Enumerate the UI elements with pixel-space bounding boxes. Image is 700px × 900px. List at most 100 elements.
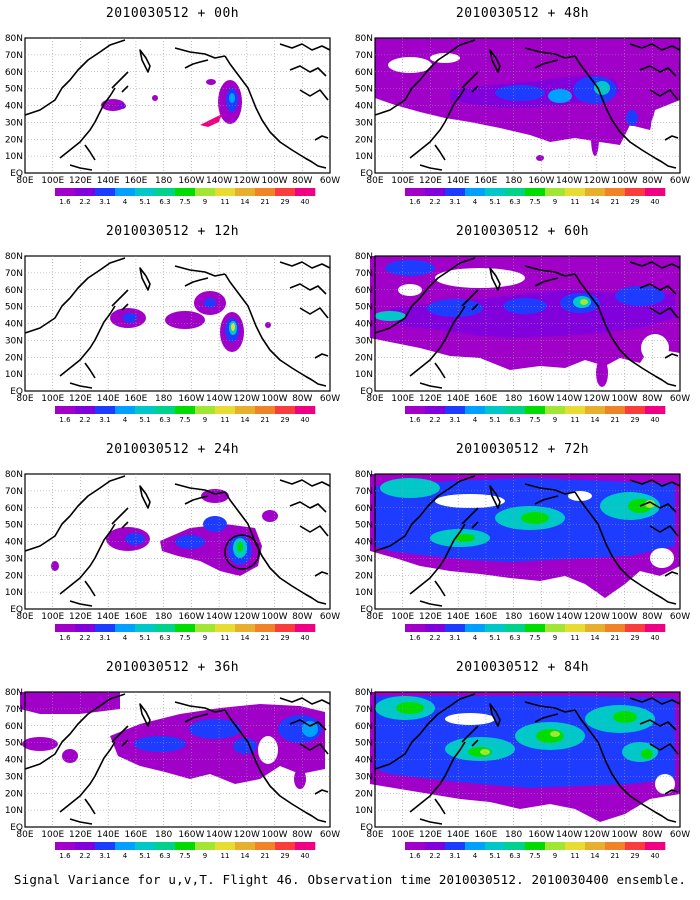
colorbar-swatch [485,188,506,196]
colorbar-label: 11 [221,852,230,860]
shading [51,489,278,576]
latitude-label: EQ [360,605,373,615]
longitude-label: 80W [642,830,662,840]
colorbar-label: 6.3 [509,852,520,860]
colorbar-label: 9 [203,852,207,860]
colorbar-label: 5.1 [489,416,500,424]
shading [370,256,680,387]
latitude-label: 40N [5,320,23,330]
longitude-label: 160E [474,176,497,186]
longitude-label: 80E [16,394,33,404]
latitude-label: 30N [5,554,23,564]
colorbar-label: 14 [591,198,600,206]
colorbar-swatch [55,188,76,196]
colorbar-swatch [645,842,666,850]
colorbar-swatch [75,188,96,196]
latitude-label: 50N [355,85,373,95]
latitude-label: 70N [5,51,23,61]
colorbar-swatch [545,406,566,414]
longitude-label: 60W [320,612,340,622]
latitude-label: 80N [355,470,373,480]
colorbar-swatch [565,842,586,850]
latitude-label: EQ [10,387,23,397]
longitude-label: 100W [262,830,288,840]
colorbar-swatch [115,188,136,196]
longitude-label: 120W [234,830,260,840]
colorbar-swatch [275,406,296,414]
longitude-label: 80E [366,830,383,840]
latitude-label: 20N [355,135,373,145]
colorbar-label: 7.5 [179,416,190,424]
gridlines [25,38,330,173]
colorbar-label: 2.2 [429,198,440,206]
longitude-label: 100E [41,176,64,186]
latitude-label: 30N [5,118,23,128]
colorbar-swatch [605,842,626,850]
colorbar-swatch [195,188,216,196]
longitude-label: 180 [505,612,522,622]
map-panel: 2010030512 + 72h 80N 70N 60N 50N 40N 30N 20N 10… [350,436,695,651]
colorbar-swatch [485,842,506,850]
colorbar-label: 11 [221,416,230,424]
longitude-label: 140W [556,830,582,840]
colorbar-label: 40 [301,634,310,642]
longitude-label: 140W [556,612,582,622]
latitude-label: 80N [355,34,373,44]
colorbar-label: 21 [611,852,620,860]
latitude-label: EQ [10,605,23,615]
colorbar-label: 3.1 [449,416,460,424]
colorbar-label: 1.6 [59,634,71,642]
colorbar-label: 2.2 [79,634,90,642]
colorbar-swatch [215,624,236,632]
latitude-label: 20N [355,789,373,799]
colorbar-swatch [115,406,136,414]
colorbar-label: 6.3 [159,634,170,642]
shading [375,38,680,161]
colorbar-label: 14 [241,198,250,206]
latitude-label: 20N [355,571,373,581]
colorbar-swatch [545,624,566,632]
longitude-label: 120W [234,612,260,622]
latitude-label: 30N [5,772,23,782]
colorbar-swatch [625,624,646,632]
latitude-label: 10N [355,370,373,380]
colorbar-swatch [255,406,276,414]
colorbar-swatch [465,188,486,196]
latitude-label: 60N [5,286,23,296]
colorbar-label: 2.2 [429,416,440,424]
colorbar-swatch [175,188,196,196]
longitude-label: 120E [419,394,442,404]
longitude-label: 100E [41,612,64,622]
colorbar-swatch [175,624,196,632]
colorbar-swatch [405,624,426,632]
latitude-label: 40N [5,756,23,766]
longitude-label: 120E [69,176,92,186]
latitude-label: 20N [5,135,23,145]
colorbar-swatch [155,624,176,632]
latitude-label: 70N [355,51,373,61]
longitude-label: 160W [528,830,554,840]
longitude-label: 180 [155,176,172,186]
colorbar: 1.6 2.2 3.1 4 5.1 6.3 7.5 9 11 14 21 29 40 [405,406,666,424]
colorbar: 1.6 2.2 3.1 4 5.1 6.3 7.5 9 11 14 21 29 40 [55,842,316,860]
longitude-label: 140W [206,394,232,404]
coastline [24,475,331,607]
colorbar-label: 4 [123,852,128,860]
latitude-label: 30N [5,336,23,346]
colorbar-swatch [95,842,116,850]
colorbar-swatch [235,842,256,850]
latitude-label: 30N [355,554,373,564]
colorbar-swatch [605,624,626,632]
colorbar-label: 1.6 [409,198,421,206]
longitude-label: 80E [16,830,33,840]
panel-title: 2010030512 + 24h [105,442,240,457]
longitude-label: 100E [391,176,414,186]
colorbar-swatch [115,624,136,632]
longitude-label: 120E [419,176,442,186]
longitude-label: 160E [474,830,497,840]
colorbar: 1.6 2.2 3.1 4 5.1 6.3 7.5 9 11 14 21 29 40 [405,188,666,206]
colorbar-swatch [585,406,606,414]
colorbar-label: 14 [591,634,600,642]
longitude-label: 120E [69,612,92,622]
